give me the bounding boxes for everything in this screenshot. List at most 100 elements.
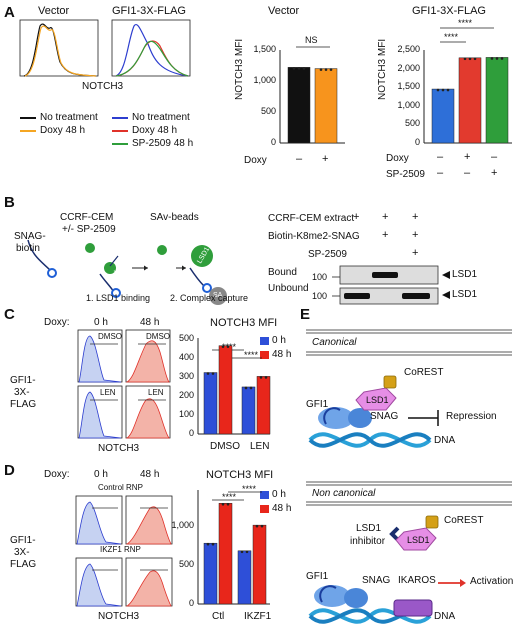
mw-unbound: 100 <box>312 291 328 301</box>
bar-gfi1-0-point-0 <box>436 88 440 92</box>
panel-label-e: E <box>300 306 311 323</box>
bar-vector-1 <box>314 68 338 144</box>
bar-d-1-0-point-1 <box>245 550 249 554</box>
d-doxy: Doxy: <box>44 469 70 480</box>
vec-cond-1: + <box>322 153 329 165</box>
c-ytick-3: 300 <box>178 371 194 381</box>
d-row-label-1: 3X- <box>14 547 30 558</box>
c-t0: 0 h <box>94 317 108 328</box>
e-repression: Repression <box>446 411 497 422</box>
c-len-48: LEN <box>148 388 164 397</box>
bar-d-0-0-point-1 <box>211 542 215 546</box>
gfi-doxy-2: – <box>491 151 498 163</box>
blot-sign-0-1: + <box>382 211 389 223</box>
c-cat-1: LEN <box>250 441 270 452</box>
bar-gfi1-0-point-2 <box>446 88 450 92</box>
bar-gfi1-0 <box>431 88 455 144</box>
e-lsd1-1: LSD1 <box>366 395 389 405</box>
e-dna-1: DNA <box>434 435 456 446</box>
c-cat-0: DMSO <box>210 441 240 452</box>
c-bar-title: NOTCH3 MFI <box>210 317 278 329</box>
vec-ytick-1: 500 <box>260 106 276 116</box>
e-gfi1-2: GFI1 <box>306 571 329 582</box>
gfi-sp-label: SP-2509 <box>386 169 425 180</box>
e-activation: Activation <box>470 576 514 587</box>
panel-label-a: A <box>4 4 15 21</box>
vec-doxy-label: Doxy <box>244 155 267 166</box>
gfi-ytick-1: 500 <box>404 118 420 128</box>
gfi-ytick-0: 0 <box>414 137 420 147</box>
c-row-label-2: FLAG <box>10 399 37 410</box>
gfi-sig2: **** <box>458 18 473 28</box>
bar-vector-0-point-0 <box>292 67 296 70</box>
blot-sign-1-2: + <box>412 229 419 241</box>
bar-c-0-0 <box>203 372 218 435</box>
bar-vector-1-point-0 <box>319 68 323 71</box>
vec-ns: NS <box>305 35 318 45</box>
legend-right-0: No treatment <box>132 112 190 123</box>
bar-vector-title: Vector <box>268 5 300 17</box>
blot-row-0: CCRF-CEM extract <box>268 213 355 224</box>
bar-d-0-0 <box>203 542 218 605</box>
bar-vector-0-point-2 <box>302 67 306 70</box>
d-row-label-0: GFI1- <box>10 535 36 546</box>
gfi-doxy-1: + <box>464 151 471 163</box>
bar-d-1-0 <box>237 550 252 605</box>
sa-label: SA <box>213 292 223 299</box>
d-ytick-2: 1,000 <box>171 520 194 530</box>
bar-vector-1-point-1 <box>324 68 328 71</box>
d-x-label: NOTCH3 <box>98 611 140 622</box>
gfi-ytick-3: 1,500 <box>397 81 420 91</box>
bar-gfi1-2-point-0 <box>490 57 494 60</box>
e-snag-2: SNAG <box>362 575 391 586</box>
blot-sign-0-2: + <box>412 211 419 223</box>
c-len-0: LEN <box>100 388 116 397</box>
panel-label-c: C <box>4 306 15 323</box>
bar-gfi1-2 <box>485 57 509 144</box>
vec-cond-0: – <box>296 153 303 165</box>
bar-d-0-1-point-0 <box>221 503 225 506</box>
bar-d-0-1-point-1 <box>226 503 230 506</box>
d-control: Control RNP <box>98 483 143 492</box>
bar-c-1-1-point-1 <box>264 376 268 379</box>
bar-gfi1-1-point-0 <box>463 57 467 61</box>
d-ytick-0: 0 <box>188 598 194 608</box>
bar-c-1-0-point-0 <box>244 386 248 390</box>
hist-gfi1-title: GFI1-3X-FLAG <box>112 5 186 17</box>
legend-right-2: SP-2509 48 h <box>132 138 194 149</box>
d-bar-title: NOTCH3 MFI <box>206 469 274 481</box>
bar-gfi1-title: GFI1-3X-FLAG <box>412 5 486 17</box>
bound-label: Bound <box>268 267 297 278</box>
c-t48: 48 h <box>140 317 160 328</box>
c-row-label-1: 3X- <box>14 387 30 398</box>
bar-c-0-1-point-1 <box>226 345 230 348</box>
e-noncanonical: Non canonical <box>312 488 376 499</box>
gfi-sp-0: – <box>437 167 444 179</box>
panel-label-b: B <box>4 194 15 211</box>
band-label-bound: LSD1 <box>452 269 478 280</box>
d-ikzf1: IKZF1 RNP <box>100 545 141 554</box>
bar-vector-0 <box>287 67 311 144</box>
e-snag-1: SNAG <box>370 411 399 422</box>
band-label-unbound: LSD1 <box>452 289 478 300</box>
e-lsd1-2: LSD1 <box>407 535 430 545</box>
bar-gfi1-1 <box>458 57 482 144</box>
bar-gfi1-2-point-2 <box>500 57 504 60</box>
e-inhibitor-0: LSD1 <box>356 523 382 534</box>
vec-ytick-2: 1,000 <box>253 75 276 85</box>
vec-ytick-3: 1,500 <box>253 44 276 54</box>
c-ytick-0: 0 <box>188 428 194 438</box>
bar-vector-1-point-2 <box>329 68 333 71</box>
e-ikaros: IKAROS <box>398 575 436 586</box>
c-sig2: **** <box>244 350 259 360</box>
d-legend-1: 48 h <box>272 503 292 514</box>
bar-c-0-1-point-0 <box>221 345 225 348</box>
hist-x-label: NOTCH3 <box>82 81 124 92</box>
gfi-ytick-2: 1,000 <box>397 100 420 110</box>
step1-label: 1. LSD1 binding <box>86 293 151 303</box>
blot-row-2: SP-2509 <box>308 249 347 260</box>
sav-label: SAv-beads <box>150 212 199 223</box>
